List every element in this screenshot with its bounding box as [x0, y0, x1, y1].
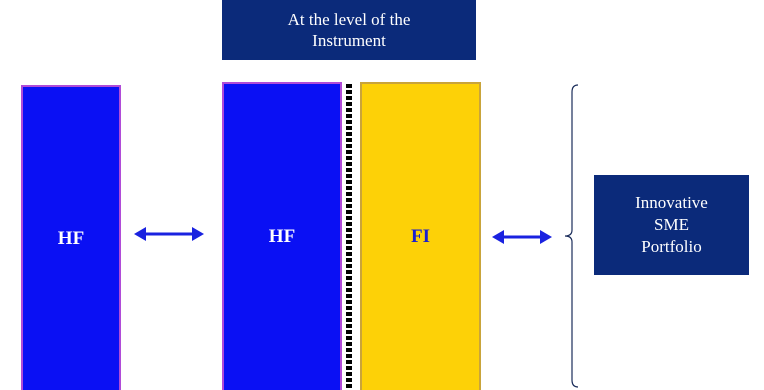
double-headed-arrow-icon: [134, 227, 204, 241]
hf-instrument-label: HF: [268, 226, 296, 247]
instrument-level-text: At the level of the Instrument: [287, 10, 411, 50]
fi-label: FI: [411, 226, 430, 247]
innovative-sme-portfolio-box: Innovative SME Portfolio: [594, 175, 749, 275]
instrument-level-label: At the level of the Instrument: [222, 0, 476, 60]
hf-left-label: HF: [57, 227, 85, 249]
curly-brace-icon: [564, 84, 579, 388]
portfolio-label: Innovative SME Portfolio: [635, 193, 708, 256]
hf-left-bar: HF: [21, 85, 121, 390]
fi-bar: FI: [360, 82, 481, 390]
hf-instrument-bar: HF: [222, 82, 342, 390]
dotted-separator: [346, 84, 352, 390]
double-headed-arrow-icon: [492, 230, 552, 244]
